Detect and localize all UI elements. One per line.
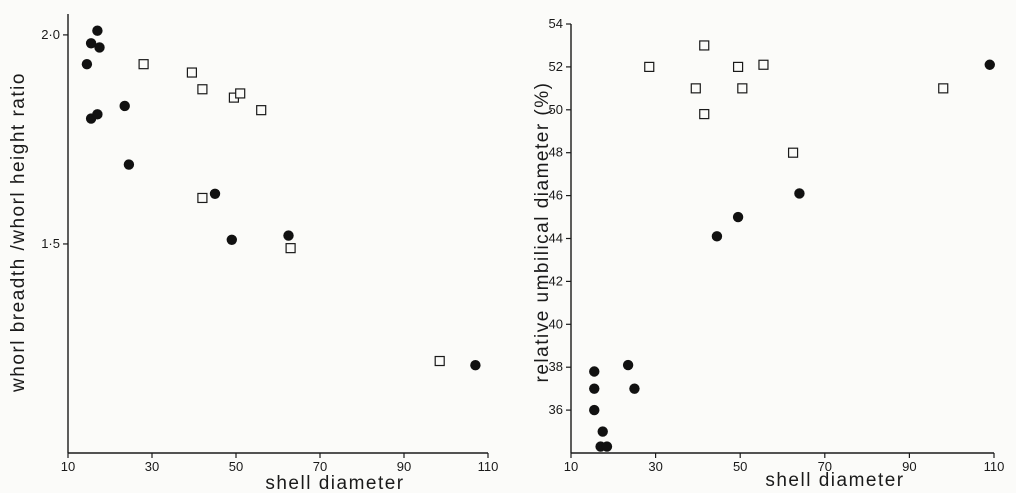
x-tick-label: 10 bbox=[61, 459, 75, 474]
x-tick-label: 50 bbox=[229, 459, 243, 474]
y-tick-label: 50 bbox=[549, 102, 563, 117]
open-square-point bbox=[235, 88, 246, 99]
open-square-point bbox=[758, 59, 769, 70]
filled-circle-point bbox=[589, 383, 600, 394]
filled-circle-point bbox=[794, 188, 805, 199]
y-tick-label: 2·0 bbox=[41, 27, 60, 42]
y-tick-label: 54 bbox=[549, 16, 563, 31]
x-axis-title: shell diameter bbox=[765, 470, 904, 491]
y-axis-title: whorl breadth /whorl height ratio bbox=[8, 72, 29, 393]
filled-circle-point bbox=[711, 231, 723, 242]
filled-circle-point bbox=[589, 404, 600, 416]
y-tick-label: 44 bbox=[549, 231, 563, 246]
open-square-point bbox=[138, 59, 149, 70]
x-tick-label: 110 bbox=[478, 459, 499, 474]
open-square-point bbox=[644, 61, 655, 73]
x-tick-label: 90 bbox=[397, 459, 411, 474]
filled-circle-point bbox=[94, 42, 105, 53]
x-tick-label: 10 bbox=[564, 459, 578, 474]
x-tick-label: 90 bbox=[902, 459, 916, 474]
y-axis-title: relative umbilical diameter (%) bbox=[532, 82, 553, 383]
x-tick-label: 70 bbox=[818, 459, 832, 474]
x-tick-label: 30 bbox=[145, 459, 159, 474]
right-scatter-panel: 10 30 50 70 90 110 36 38 40 42 44 46 48 50 52 54 shell d… bbox=[532, 16, 1004, 491]
open-square-point bbox=[285, 243, 296, 254]
y-tick-label: 42 bbox=[549, 273, 563, 288]
open-square-point bbox=[434, 355, 445, 367]
y-tick-label: 38 bbox=[549, 359, 563, 374]
x-tick-label: 50 bbox=[733, 459, 747, 474]
open-square-point bbox=[197, 84, 208, 95]
filled-circle-point bbox=[123, 159, 135, 170]
open-square-point bbox=[197, 192, 208, 204]
filled-circle-point bbox=[597, 426, 608, 437]
open-square-point bbox=[256, 105, 267, 116]
filled-circle-point bbox=[92, 109, 103, 120]
filled-circle-point bbox=[601, 441, 613, 452]
filled-circle-point bbox=[81, 58, 93, 70]
x-tick-label: 70 bbox=[313, 459, 327, 474]
y-tick-label: 1·5 bbox=[41, 236, 60, 251]
filled-circle-point bbox=[226, 234, 237, 245]
filled-circle-point bbox=[589, 366, 600, 377]
open-square-point bbox=[737, 83, 748, 94]
filled-circle-point bbox=[209, 188, 221, 199]
filled-circle-point bbox=[622, 359, 634, 371]
open-square-point bbox=[938, 83, 949, 94]
open-square-point bbox=[186, 67, 197, 78]
x-tick-label: 30 bbox=[648, 459, 662, 474]
filled-circle-point bbox=[629, 383, 640, 394]
open-square-point bbox=[787, 147, 799, 158]
filled-circle-point bbox=[85, 38, 97, 49]
y-tick-label: 40 bbox=[549, 316, 563, 331]
filled-circle-point bbox=[732, 211, 744, 223]
filled-circle-point bbox=[92, 25, 103, 36]
open-square-point bbox=[732, 61, 744, 73]
y-tick-label: 36 bbox=[549, 402, 563, 417]
open-square-point bbox=[690, 83, 701, 94]
open-square-point bbox=[699, 108, 710, 120]
filled-circle-point bbox=[119, 100, 130, 112]
open-square-point bbox=[699, 40, 710, 51]
left-scatter-panel: 10 30 50 70 90 110 1·5 2·0 shell diameter whorl b… bbox=[8, 14, 498, 493]
filled-circle-point bbox=[984, 59, 995, 70]
x-tick-label: 110 bbox=[984, 459, 1005, 474]
y-tick-label: 48 bbox=[549, 145, 563, 160]
filled-circle-point bbox=[470, 360, 481, 371]
y-tick-label: 46 bbox=[549, 188, 563, 203]
y-tick-label: 52 bbox=[549, 59, 563, 74]
filled-circle-point bbox=[283, 230, 294, 241]
x-axis-title: shell diameter bbox=[265, 473, 404, 493]
